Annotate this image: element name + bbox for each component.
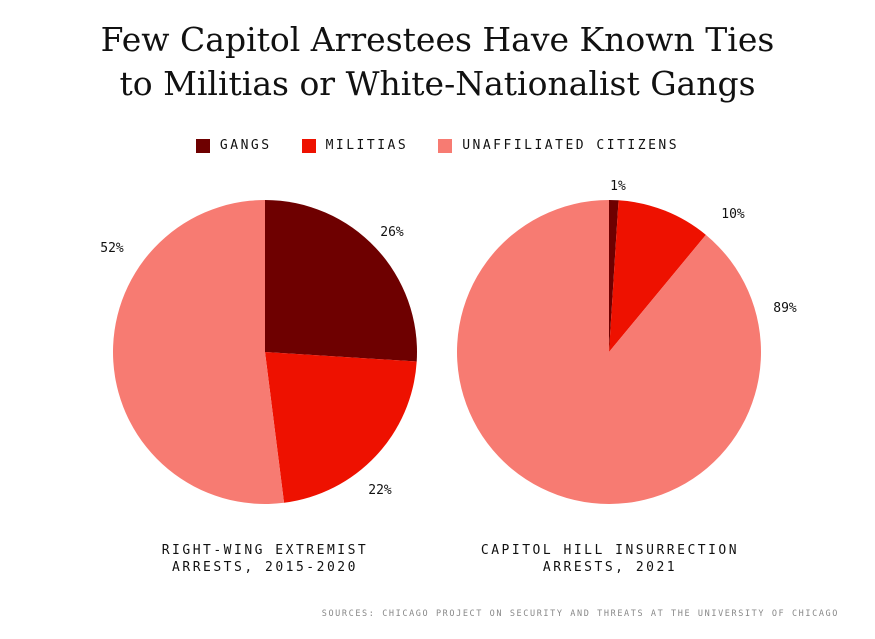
pie-1-slice-unaffiliated-citizens xyxy=(456,200,761,504)
legend-swatch-militias xyxy=(301,138,316,153)
pie-1-label-gangs: 1% xyxy=(610,179,626,194)
pie-0-label-militias: 22% xyxy=(368,483,392,498)
title-line-2: to Militias or White-Nationalist Gangs xyxy=(119,64,756,103)
pie-caption-right-line-1: CAPITOL HILL INSURRECTION xyxy=(480,543,740,558)
legend-label-gangs: GANGS xyxy=(219,138,272,153)
pie-caption-right: CAPITOL HILL INSURRECTION ARRESTS, 2021 xyxy=(445,542,775,576)
legend-item-unaffiliated: UNAFFILIATED CITIZENS xyxy=(438,138,679,153)
pie-0-label-gangs: 26% xyxy=(380,225,404,240)
legend: GANGS MILITIAS UNAFFILIATED CITIZENS xyxy=(0,138,875,153)
pie-caption-left: RIGHT-WING EXTREMIST ARRESTS, 2015-2020 xyxy=(115,542,415,576)
source-note: SOURCES: CHICAGO PROJECT ON SECURITY AND… xyxy=(321,609,839,619)
legend-label-unaffiliated: UNAFFILIATED CITIZENS xyxy=(462,138,680,153)
legend-swatch-gangs xyxy=(195,138,210,153)
chart-title: Few Capitol Arrestees Have Known Ties to… xyxy=(0,18,875,106)
pie-0-label-unaffiliated-citizens: 52% xyxy=(100,241,124,256)
legend-item-gangs: GANGS xyxy=(195,138,272,153)
title-line-1: Few Capitol Arrestees Have Known Ties xyxy=(100,20,775,59)
pie-0-slice-gangs xyxy=(265,200,417,362)
pie-0-slice-unaffiliated-citizens xyxy=(112,200,285,505)
legend-item-militias: MILITIAS xyxy=(301,138,409,153)
pie-0-slice-militias xyxy=(265,352,417,503)
pie-1-slice-militias xyxy=(609,200,706,352)
pie-caption-left-line-1: RIGHT-WING EXTREMIST xyxy=(161,543,369,558)
pie-1-slice-gangs xyxy=(609,200,619,352)
legend-label-militias: MILITIAS xyxy=(325,138,409,153)
pie-caption-left-line-2: ARRESTS, 2015-2020 xyxy=(172,560,358,575)
pie-1-label-militias: 10% xyxy=(721,207,745,222)
pie-caption-right-line-2: ARRESTS, 2021 xyxy=(542,560,678,575)
legend-swatch-unaffiliated xyxy=(438,138,453,153)
pie-1-label-unaffiliated-citizens: 89% xyxy=(773,301,797,316)
